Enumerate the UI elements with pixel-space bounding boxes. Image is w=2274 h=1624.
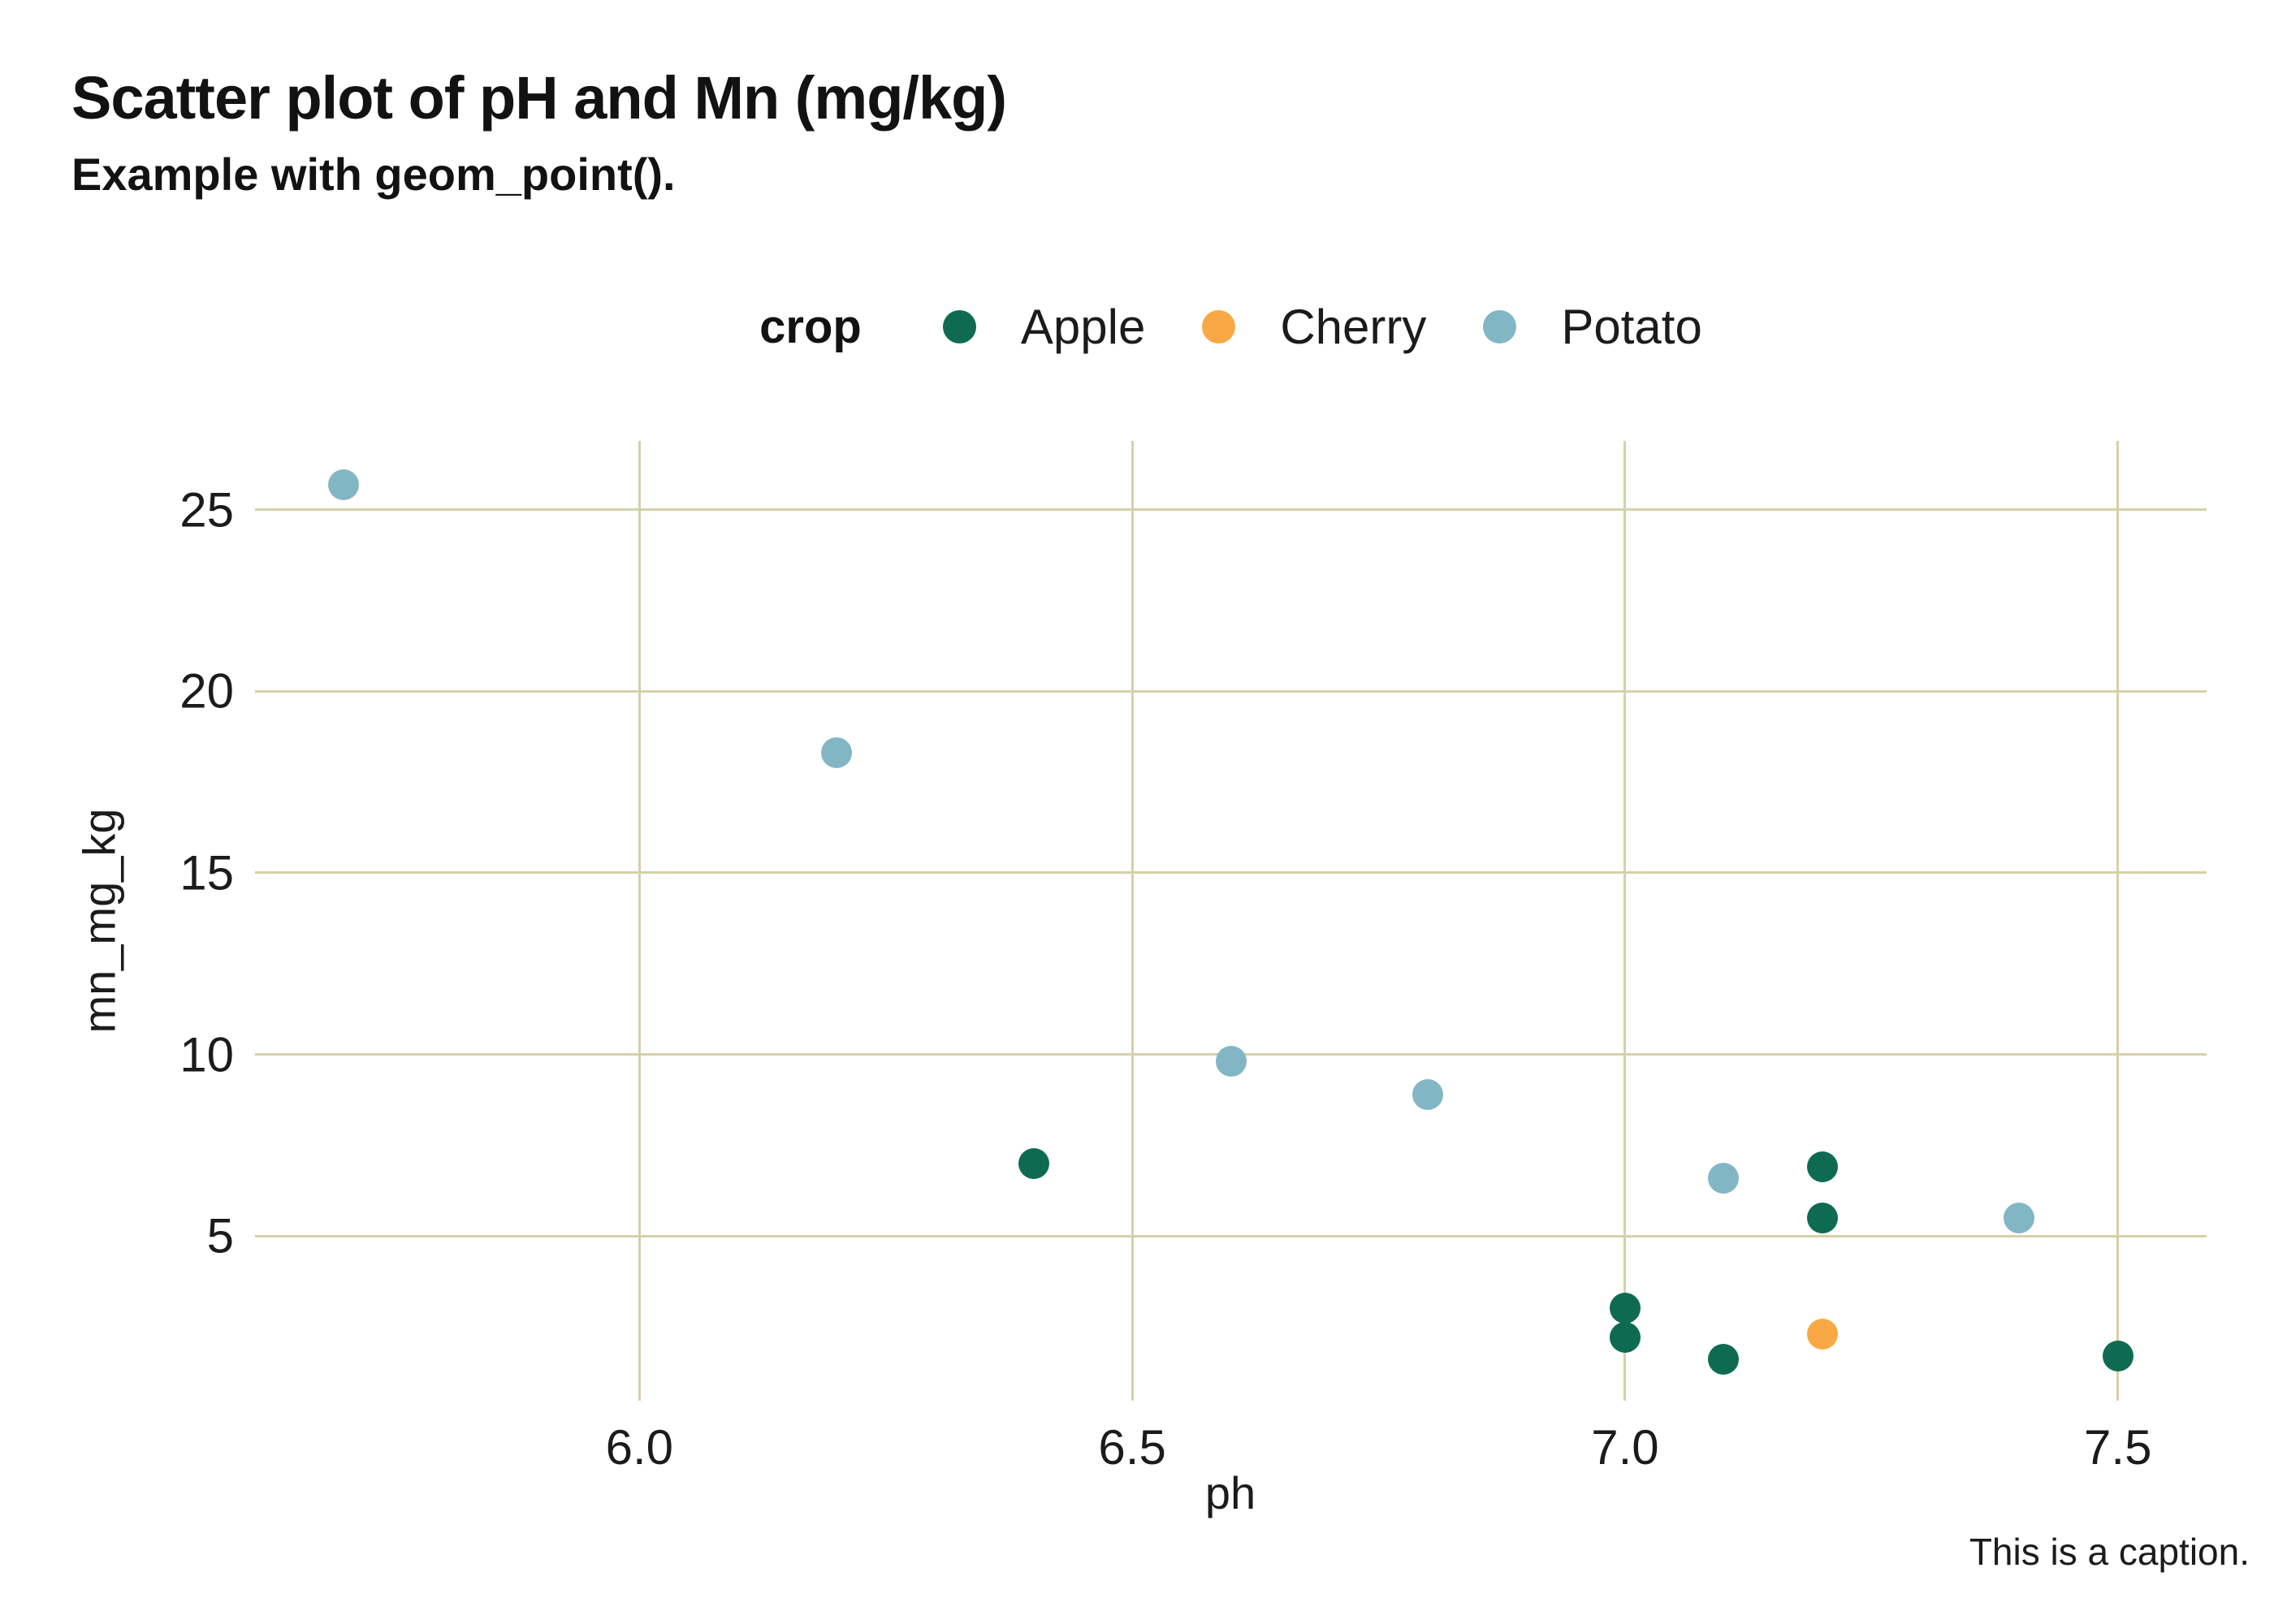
- y-axis-title: mn_mg_kg: [73, 808, 125, 1034]
- x-tick-label: 7.5: [2084, 1420, 2152, 1475]
- legend-title: crop: [759, 300, 862, 353]
- legend-label: Potato: [1561, 300, 1702, 354]
- data-point-apple: [1708, 1344, 1740, 1376]
- data-point-potato: [1708, 1162, 1740, 1194]
- data-point-potato: [821, 737, 853, 769]
- x-axis-title: ph: [1204, 1467, 1256, 1518]
- y-gridline: [255, 689, 2207, 693]
- legend-label: Apple: [1020, 300, 1146, 354]
- y-tick-label: 5: [206, 1208, 234, 1263]
- x-gridline: [2116, 441, 2120, 1401]
- data-point-potato: [1412, 1078, 1444, 1110]
- y-gridline: [255, 871, 2207, 875]
- legend-item-cherry: Cherry: [1202, 299, 1426, 355]
- data-point-potato: [1215, 1046, 1247, 1078]
- y-gridline: [255, 508, 2207, 512]
- data-point-apple: [1018, 1147, 1049, 1179]
- x-gridline: [638, 441, 641, 1401]
- data-point-apple: [1806, 1202, 1838, 1233]
- x-tick-label: 7.0: [1591, 1420, 1659, 1475]
- data-point-apple: [1609, 1322, 1641, 1354]
- y-tick-label: 20: [179, 663, 234, 719]
- data-point-apple: [2102, 1340, 2133, 1371]
- legend: crop Apple Cherry Potato: [255, 299, 2207, 355]
- data-point-apple: [1609, 1293, 1641, 1324]
- legend-swatch-icon: [1202, 310, 1236, 343]
- x-tick-label: 6.5: [1098, 1420, 1166, 1475]
- chart-title: Scatter plot of pH and Mn (mg/kg): [71, 64, 1007, 132]
- data-point-cherry: [1806, 1318, 1838, 1350]
- y-tick-label: 10: [179, 1027, 234, 1082]
- y-gridline: [255, 1234, 2207, 1237]
- data-point-potato: [2004, 1202, 2035, 1233]
- data-point-potato: [328, 469, 360, 500]
- x-tick-label: 6.0: [605, 1420, 674, 1475]
- plot-panel: [255, 441, 2207, 1401]
- legend-swatch-icon: [942, 310, 976, 343]
- legend-item-apple: Apple: [942, 299, 1146, 355]
- legend-label: Cherry: [1280, 300, 1427, 354]
- x-gridline: [1623, 441, 1627, 1401]
- x-gridline: [1131, 441, 1134, 1401]
- chart-caption: This is a caption.: [1969, 1531, 2250, 1573]
- data-point-apple: [1806, 1151, 1838, 1183]
- legend-swatch-icon: [1483, 310, 1517, 343]
- chart-subtitle: Example with geom_point().: [71, 149, 676, 200]
- legend-item-potato: Potato: [1483, 299, 1702, 355]
- y-tick-label: 15: [179, 845, 234, 901]
- y-tick-label: 25: [179, 482, 234, 538]
